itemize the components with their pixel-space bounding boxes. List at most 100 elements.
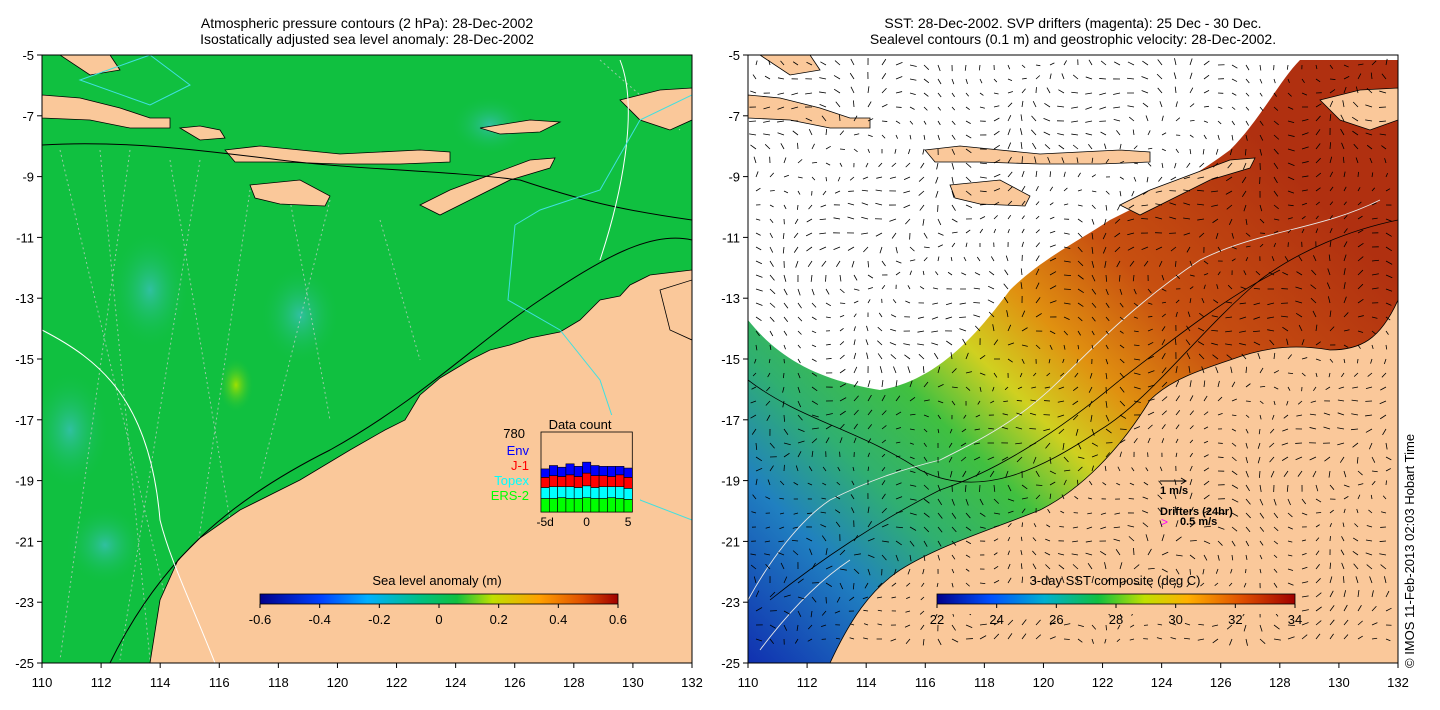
velocity-arrow [1132, 274, 1135, 282]
velocity-arrow [1007, 186, 1013, 192]
right-y-tick-label: -11 [722, 230, 740, 245]
sumbawa-flores [224, 145, 451, 165]
velocity-arrow [1085, 106, 1093, 110]
velocity-arrow [893, 568, 897, 575]
velocity-arrow [1271, 414, 1275, 420]
velocity-arrow [839, 410, 846, 416]
velocity-arrow [839, 302, 846, 304]
velocity-arrow [1313, 255, 1317, 262]
velocity-arrow [937, 414, 941, 420]
velocity-arrow [1175, 366, 1178, 374]
velocity-arrow [965, 624, 973, 628]
velocity-arrow [1357, 242, 1364, 248]
velocity-arrow [1147, 302, 1153, 305]
velocity-arrow [780, 60, 785, 66]
right-x-tick-label: 112 [797, 675, 818, 690]
velocity-arrow [1133, 344, 1140, 347]
velocity-arrow [923, 414, 929, 418]
velocity-arrow [769, 591, 776, 598]
velocity-arrow [1159, 520, 1163, 528]
velocity-arrow [1329, 114, 1332, 122]
velocity-arrow [951, 242, 956, 248]
velocity-arrow [878, 162, 883, 168]
velocity-arrow [1049, 285, 1057, 290]
velocity-arrow [1142, 496, 1149, 500]
australia-mainland [829, 299, 1398, 663]
velocity-arrow [1383, 358, 1387, 365]
velocity-arrow [853, 313, 857, 318]
velocity-arrow [819, 232, 827, 235]
velocity-arrow [1212, 162, 1219, 168]
velocity-arrow [1031, 115, 1037, 122]
velocity-arrow [763, 133, 771, 136]
velocity-arrow [1296, 271, 1303, 276]
velocity-arrow [1088, 386, 1093, 393]
velocity-arrow [1385, 480, 1387, 486]
velocity-arrow [1103, 218, 1107, 226]
velocity-arrow [1077, 330, 1081, 336]
velocity-arrow [895, 120, 901, 124]
velocity-arrow [905, 638, 911, 644]
velocity-arrow [1049, 481, 1056, 486]
data-count-bar-ers2 [582, 497, 592, 513]
java-island [42, 94, 171, 129]
data-count-bar-j1 [590, 475, 600, 488]
velocity-arrow [1031, 386, 1037, 389]
velocity-arrow [1105, 428, 1112, 434]
velocity-arrow [979, 512, 986, 517]
velocity-arrow [811, 176, 816, 181]
velocity-arrow [767, 372, 771, 378]
velocity-arrow [1188, 366, 1191, 374]
left-x-tick-label: 122 [386, 675, 408, 690]
velocity-arrow [1203, 105, 1209, 108]
velocity-arrow [1201, 366, 1205, 374]
velocity-arrow [1343, 619, 1349, 626]
velocity-arrow [865, 162, 869, 168]
velocity-arrow [1253, 302, 1261, 306]
velocity-arrow [1063, 302, 1071, 305]
velocity-arrow [1189, 380, 1192, 388]
left-title-line2: Isostatically adjusted sea level anomaly… [200, 31, 534, 47]
velocity-arrow [1174, 338, 1177, 346]
velocity-arrow [965, 176, 972, 183]
velocity-arrow [1133, 386, 1141, 390]
velocity-arrow [1328, 254, 1331, 262]
velocity-arrow [1215, 148, 1219, 155]
velocity-arrow [1007, 550, 1010, 556]
velocity-arrow [965, 92, 969, 97]
velocity-arrow [1259, 367, 1264, 374]
velocity-arrow [1085, 92, 1093, 95]
velocity-arrow [993, 188, 1001, 192]
velocity-arrow [1015, 442, 1023, 445]
velocity-arrow [834, 60, 841, 66]
velocity-arrow [1203, 74, 1210, 80]
velocity-arrow [791, 106, 799, 110]
sealevel-contours-white [748, 199, 1381, 651]
velocity-arrow [964, 64, 967, 71]
velocity-arrow [1147, 548, 1152, 556]
velocity-arrow [1273, 176, 1278, 184]
velocity-arrow [1295, 300, 1303, 304]
velocity-arrow [993, 484, 996, 492]
velocity-arrow [1228, 218, 1233, 225]
velocity-arrow [1199, 162, 1205, 168]
velocity-arrow [1203, 480, 1210, 486]
right-colorbar-tick-label: 26 [1049, 612, 1063, 627]
velocity-arrow [1133, 145, 1138, 150]
velocity-arrow [1091, 274, 1096, 282]
velocity-arrow [769, 638, 775, 645]
velocity-arrow [811, 562, 816, 570]
data-count-bar-j1 [615, 474, 625, 487]
velocity-arrow [923, 381, 929, 388]
velocity-arrow [1007, 498, 1015, 502]
velocity-arrow [1287, 176, 1295, 181]
velocity-arrow [1119, 344, 1125, 349]
velocity-arrow [769, 218, 774, 224]
velocity-arrow [1035, 297, 1041, 304]
velocity-arrow [1244, 148, 1247, 156]
velocity-arrow [1049, 271, 1057, 276]
velocity-arrow [1035, 344, 1041, 350]
velocity-arrow [1133, 162, 1139, 165]
velocity-arrow [1158, 260, 1163, 267]
velocity-arrow [755, 60, 758, 66]
